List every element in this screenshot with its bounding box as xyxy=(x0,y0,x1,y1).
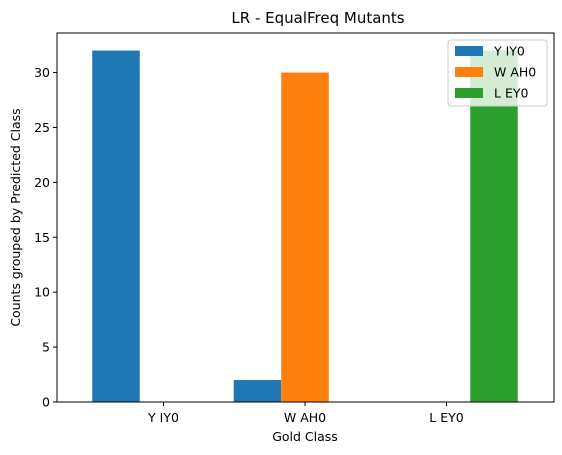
x-axis-label: Gold Class xyxy=(272,429,338,444)
bar-2-2 xyxy=(281,73,329,402)
y-tick-label: 30 xyxy=(34,65,50,80)
x-axis-ticks: Y IY0 W AH0 L EY0 xyxy=(147,402,464,425)
legend-label: Y IY0 xyxy=(493,44,525,59)
legend: Y IY0 W AH0 L EY0 xyxy=(448,40,547,106)
x-tick-label: L EY0 xyxy=(429,410,463,425)
x-tick-label: W AH0 xyxy=(284,410,326,425)
legend-label: W AH0 xyxy=(494,65,536,80)
bar-1-2 xyxy=(234,380,282,402)
chart-title: LR - EqualFreq Mutants xyxy=(231,9,404,27)
y-axis-label: Counts grouped by Predicted Class xyxy=(8,108,23,326)
y-tick-label: 15 xyxy=(34,230,50,245)
y-tick-label: 5 xyxy=(42,340,50,355)
x-tick-label: Y IY0 xyxy=(147,410,179,425)
bar-1-1 xyxy=(92,51,140,402)
y-tick-label: 10 xyxy=(34,285,50,300)
legend-swatch xyxy=(455,46,483,56)
y-axis-ticks: 0 5 10 15 20 25 30 xyxy=(34,65,57,409)
y-tick-label: 0 xyxy=(42,395,50,410)
y-tick-label: 25 xyxy=(34,120,50,135)
legend-swatch xyxy=(455,88,483,98)
legend-label: L EY0 xyxy=(494,86,528,101)
legend-swatch xyxy=(455,67,483,77)
y-tick-label: 20 xyxy=(34,175,50,190)
